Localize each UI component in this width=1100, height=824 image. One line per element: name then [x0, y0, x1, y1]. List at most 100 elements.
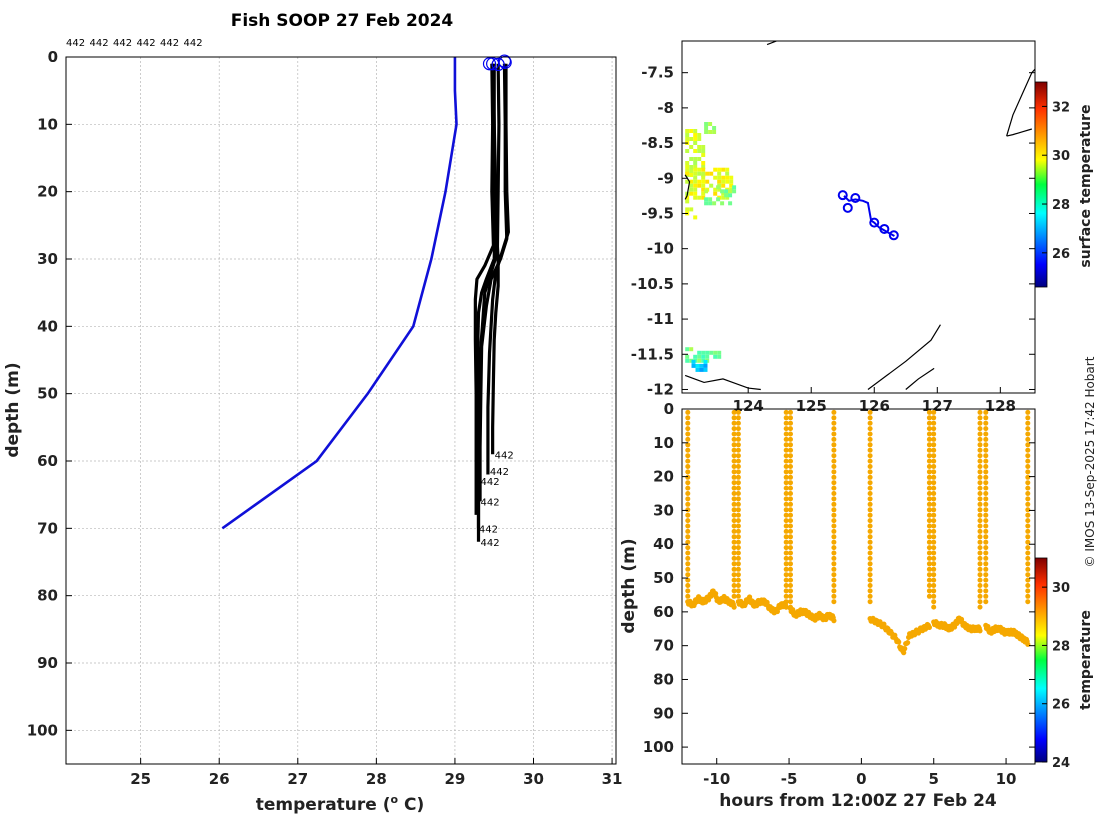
timeseries-point — [977, 442, 983, 448]
sst-cell — [717, 354, 722, 359]
profile-top-label: 442 — [113, 38, 132, 49]
timeseries-point — [788, 577, 793, 583]
timeseries-point — [983, 534, 989, 540]
timeseries-point — [983, 415, 989, 421]
timeseries-point — [867, 550, 873, 556]
sst-cell — [729, 175, 734, 180]
sst-cell — [717, 167, 722, 172]
sst-cell — [713, 354, 718, 359]
map-x-tick-label: 125 — [796, 397, 827, 415]
timeseries-point — [831, 539, 837, 545]
timeseries-point — [1025, 550, 1031, 556]
sst-cell — [697, 358, 702, 363]
sst-cell — [689, 129, 694, 133]
profile-axes-frame — [65, 56, 617, 765]
timeseries-panel: -10 -5 0 5 10 0 10 20 30 40 50 60 70 80 90 100 24 26 28 3… — [619, 400, 1094, 811]
timeseries-point — [926, 464, 932, 469]
timeseries-point — [831, 577, 837, 583]
timeseries-point — [931, 436, 937, 442]
timeseries-point — [783, 550, 789, 556]
timeseries-point — [905, 640, 911, 646]
ship-track — [837, 190, 899, 241]
timeseries-point — [788, 512, 793, 518]
climatology-series — [221, 57, 458, 530]
timeseries-point — [685, 539, 691, 545]
timeseries-point — [831, 572, 837, 578]
timeseries-point — [1025, 599, 1031, 605]
timeseries-point — [831, 415, 837, 421]
sst-cell — [713, 187, 718, 192]
timeseries-point — [685, 518, 691, 524]
sst-cell — [701, 183, 706, 188]
timeseries-point — [831, 447, 837, 453]
timeseries-point — [735, 409, 741, 415]
timeseries-point — [685, 577, 691, 583]
timeseries-point — [731, 593, 737, 599]
timeseries-point — [783, 561, 789, 567]
sst-cell — [725, 195, 730, 200]
timeseries-point — [1025, 512, 1031, 518]
timeseries-point — [831, 501, 837, 507]
timeseries-point — [735, 507, 741, 513]
timeseries-point — [977, 453, 983, 459]
sst-cell — [705, 171, 710, 176]
profile-y-tick-label: 60 — [37, 452, 58, 470]
track-line — [843, 195, 895, 237]
timeseries-point — [783, 426, 789, 432]
timeseries-point — [867, 588, 873, 594]
timeseries-point — [983, 583, 989, 588]
timeseries-point — [685, 545, 691, 551]
timeseries-point — [685, 528, 691, 534]
timeseries-y-tick-label: 40 — [653, 535, 674, 553]
sst-cell — [725, 175, 730, 180]
timeseries-point — [931, 593, 937, 599]
timeseries-colorbar-ticks: 24 26 28 30 — [1042, 581, 1070, 771]
timeseries-point — [1025, 507, 1031, 513]
timeseries-point — [867, 496, 873, 502]
timeseries-point — [1025, 534, 1031, 540]
timeseries-point — [788, 593, 793, 599]
timeseries-point — [831, 523, 837, 529]
timeseries-point — [1025, 436, 1031, 442]
timeseries-point — [977, 528, 983, 534]
sst-cell — [697, 145, 702, 149]
profile-end-label: 442 — [481, 538, 500, 549]
timeseries-point — [977, 496, 983, 502]
timeseries-point — [788, 464, 793, 469]
timeseries-point — [926, 496, 932, 502]
sst-cell — [693, 354, 698, 359]
timeseries-point — [867, 599, 873, 605]
timeseries-point — [783, 420, 789, 426]
timeseries-point — [977, 518, 983, 524]
timeseries-point — [926, 420, 932, 426]
sst-cell — [697, 179, 702, 184]
timeseries-point — [735, 436, 741, 442]
timeseries-point — [867, 501, 873, 507]
timeseries-point — [735, 458, 741, 464]
timeseries-point — [731, 474, 737, 480]
timeseries-point — [867, 458, 873, 464]
timeseries-point — [977, 577, 983, 583]
timeseries-point — [831, 496, 837, 502]
timeseries-point — [788, 426, 793, 432]
timeseries-point — [931, 458, 937, 464]
timeseries-point — [831, 545, 837, 551]
sst-cell — [717, 187, 722, 192]
timeseries-point — [788, 572, 793, 578]
timeseries-point — [788, 480, 793, 486]
timeseries-point — [731, 572, 737, 578]
timeseries-point — [788, 501, 793, 507]
timeseries-point — [983, 593, 989, 599]
timeseries-y-tick-label: 90 — [653, 704, 674, 722]
timeseries-point — [731, 577, 737, 583]
timeseries-point — [977, 572, 983, 578]
timeseries-point — [731, 496, 737, 502]
timeseries-point — [685, 480, 691, 486]
timeseries-point — [983, 572, 989, 578]
timeseries-point — [983, 577, 989, 583]
timeseries-point — [926, 534, 932, 540]
map-colorbar-tick-label: 32 — [1052, 100, 1070, 115]
sst-cell — [720, 189, 725, 194]
timeseries-point — [788, 566, 793, 572]
